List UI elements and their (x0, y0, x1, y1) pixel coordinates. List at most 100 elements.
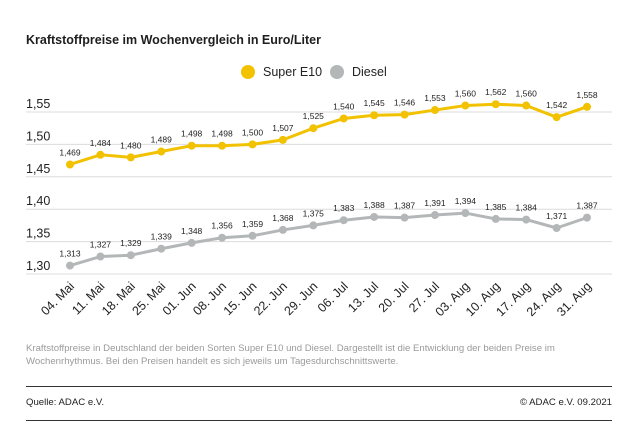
data-label-diesel: 1,394 (455, 196, 477, 206)
data-point-super-e10 (96, 150, 105, 159)
data-label-super-e10: 1,498 (211, 129, 233, 139)
legend-label-diesel: Diesel (352, 65, 387, 79)
legend-swatch-diesel (330, 65, 344, 79)
data-label-diesel: 1,391 (424, 198, 446, 208)
data-point-diesel (583, 213, 591, 222)
chart-title: Kraftstoffpreise im Wochenvergleich in E… (26, 33, 321, 47)
data-point-super-e10 (278, 135, 287, 144)
data-point-super-e10 (309, 124, 318, 133)
x-tick-label: 04. Mai (38, 279, 77, 318)
data-point-super-e10 (339, 114, 348, 123)
x-tick-label: 31. Aug (554, 279, 594, 319)
x-tick-label: 06. Jul (315, 279, 351, 315)
y-tick-label: 1,50 (26, 129, 50, 143)
data-point-diesel (400, 213, 409, 222)
data-point-super-e10 (583, 102, 591, 111)
data-point-super-e10 (491, 100, 500, 109)
data-label-diesel: 1,313 (59, 249, 81, 259)
data-label-diesel: 1,375 (303, 208, 325, 218)
data-label-super-e10: 1,540 (333, 101, 355, 111)
legend-label-super-e10: Super E10 (263, 65, 323, 79)
data-point-diesel (461, 209, 470, 218)
series-line-super-e10 (69, 102, 588, 166)
data-label-super-e10: 1,480 (120, 140, 142, 150)
y-tick-label: 1,35 (26, 227, 50, 241)
chart-note: Kraftstoffpreise in Deutschland der beid… (26, 343, 555, 367)
x-tick-label: 29. Jun (282, 279, 321, 318)
divider-line (26, 386, 612, 387)
data-point-super-e10 (218, 141, 227, 150)
data-point-super-e10 (430, 106, 439, 115)
data-label-diesel: 1,368 (272, 213, 294, 223)
data-label-diesel: 1,387 (576, 201, 598, 211)
data-point-diesel (522, 215, 531, 224)
data-point-super-e10 (187, 141, 196, 150)
data-point-diesel (339, 216, 348, 225)
data-label-diesel: 1,327 (90, 240, 112, 250)
data-label-super-e10: 1,553 (424, 93, 446, 103)
data-point-super-e10 (370, 111, 379, 120)
data-label-super-e10: 1,525 (303, 111, 325, 121)
y-tick-label: 1,30 (26, 259, 50, 273)
data-point-diesel (218, 233, 227, 242)
data-point-diesel (187, 238, 196, 247)
data-point-diesel (552, 223, 561, 232)
data-point-diesel (66, 261, 74, 270)
data-label-diesel: 1,384 (516, 203, 538, 213)
legend-swatch-super-e10 (241, 65, 255, 79)
x-tick-label: 20. Jul (376, 279, 412, 315)
copyright-text: © ADAC e.V. 09.2021 (519, 397, 612, 408)
data-label-super-e10: 1,507 (272, 123, 294, 133)
data-point-diesel (126, 251, 135, 260)
data-point-super-e10 (400, 110, 409, 119)
legend: Super E10 Diesel (0, 65, 638, 85)
x-tick-label: 18. Mai (99, 279, 138, 318)
data-point-diesel (248, 231, 257, 240)
data-label-super-e10: 1,469 (59, 147, 81, 157)
data-point-diesel (309, 221, 318, 230)
data-label-super-e10: 1,560 (455, 89, 477, 99)
source-text: Quelle: ADAC e.V. (26, 397, 105, 408)
data-point-super-e10 (66, 160, 74, 169)
legend-item-super-e10: Super E10 (241, 65, 322, 79)
data-label-diesel: 1,383 (333, 203, 355, 213)
data-label-diesel: 1,359 (242, 219, 264, 229)
data-point-diesel (157, 244, 166, 253)
data-label-diesel: 1,385 (485, 202, 507, 212)
data-point-super-e10 (157, 147, 166, 156)
data-label-super-e10: 1,542 (546, 100, 568, 110)
data-point-diesel (370, 212, 379, 221)
y-tick-label: 1,45 (26, 162, 50, 176)
data-point-super-e10 (552, 113, 561, 122)
data-point-super-e10 (248, 140, 257, 149)
data-label-super-e10: 1,489 (151, 135, 173, 145)
data-point-diesel (491, 214, 500, 223)
data-point-diesel (278, 225, 287, 234)
legend-item-diesel: Diesel (330, 65, 387, 79)
data-point-super-e10 (126, 153, 135, 162)
data-label-diesel: 1,329 (120, 238, 142, 248)
data-label-super-e10: 1,562 (485, 87, 507, 97)
data-label-super-e10: 1,500 (242, 127, 264, 137)
series-line-diesel (69, 211, 588, 268)
data-label-super-e10: 1,545 (363, 98, 385, 108)
data-label-super-e10: 1,546 (394, 98, 416, 108)
data-point-super-e10 (522, 101, 531, 110)
x-tick-label: 13. Jul (345, 279, 381, 315)
data-label-super-e10: 1,498 (181, 129, 203, 139)
data-point-diesel (430, 211, 439, 220)
data-label-diesel: 1,348 (181, 226, 203, 236)
data-label-diesel: 1,371 (546, 211, 568, 221)
data-label-diesel: 1,388 (363, 200, 385, 210)
data-label-diesel: 1,387 (394, 201, 416, 211)
bottom-divider-line (26, 420, 612, 421)
data-point-super-e10 (461, 101, 470, 110)
y-tick-label: 1,40 (26, 194, 50, 208)
data-label-diesel: 1,356 (211, 221, 233, 231)
data-label-super-e10: 1,484 (90, 138, 112, 148)
data-label-super-e10: 1,558 (576, 90, 598, 100)
data-label-super-e10: 1,560 (516, 89, 538, 99)
data-label-diesel: 1,339 (151, 232, 173, 242)
y-tick-label: 1,55 (26, 97, 50, 111)
